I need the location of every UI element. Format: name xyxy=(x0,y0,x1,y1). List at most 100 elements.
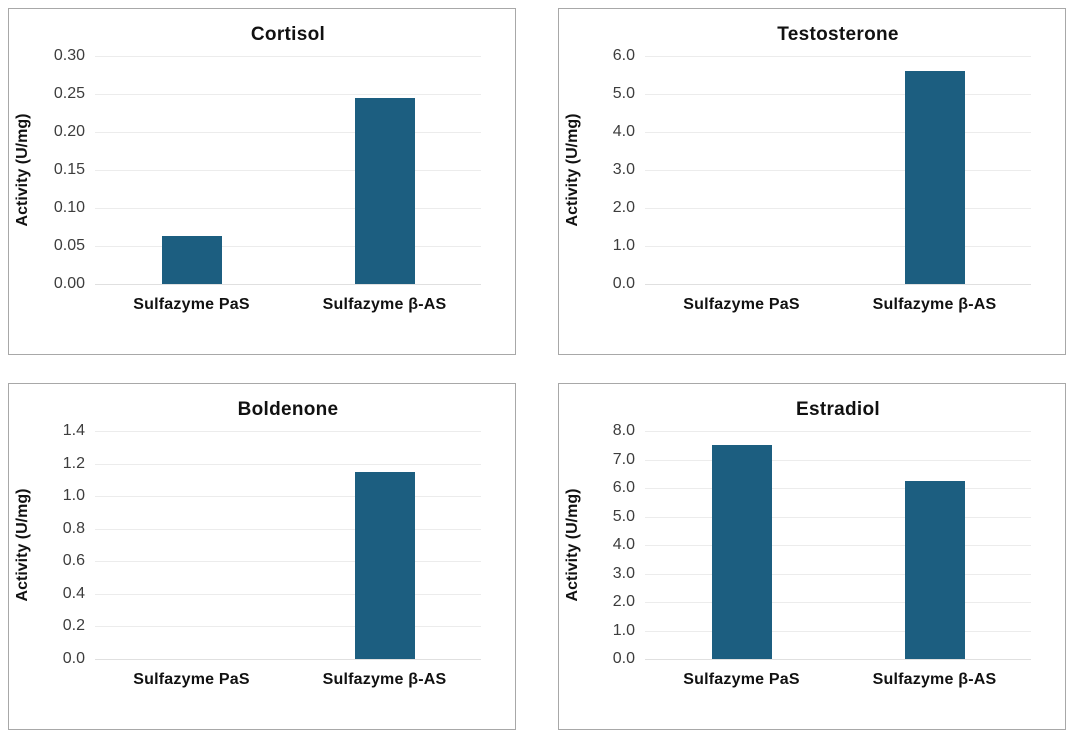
gridline xyxy=(95,528,481,530)
gridline xyxy=(95,496,481,498)
y-axis-title: Activity (U/mg) xyxy=(559,431,587,659)
y-tick-label: 7.0 xyxy=(612,450,635,468)
bar-sulfazyme-as xyxy=(904,480,965,659)
y-axis-title: Activity (U/mg) xyxy=(9,431,37,659)
y-tick-label: 0.0 xyxy=(612,650,635,667)
y-tick-label: 0.0 xyxy=(612,275,635,292)
chart-grid: Cortisol Activity (U/mg) 0.30 0.25 0.20 0.1… xyxy=(8,8,1066,730)
y-tick-label: 3.0 xyxy=(612,161,635,178)
category-label-sulfazyme-as: Sulfazyme β-AS xyxy=(872,296,997,313)
category-label-sulfazyme-pas: Sulfazyme PaS xyxy=(683,296,800,313)
chart-body: Activity (U/mg) 1.4 1.2 1.0 0.8 0.6 0.4 0.2 0.0 xyxy=(9,423,515,667)
y-axis-ticks: 6.0 5.0 4.0 3.0 2.0 1.0 0.0 xyxy=(587,48,645,292)
chart-title: Boldenone xyxy=(237,399,339,420)
gridline xyxy=(95,56,481,57)
gridline xyxy=(95,207,481,209)
x-axis-labels: Sulfazyme PaS Sulfazyme β-AS xyxy=(645,671,1031,689)
plot-area xyxy=(645,56,1031,285)
bar-sulfazyme-as xyxy=(354,471,415,659)
y-tick-label: 0.10 xyxy=(53,198,85,216)
y-tick-label: 1.2 xyxy=(62,454,85,472)
y-axis-title-text: Activity (U/mg) xyxy=(564,488,581,602)
x-axis-labels: Sulfazyme PaS Sulfazyme β-AS xyxy=(95,671,481,689)
y-tick-label: 4.0 xyxy=(612,122,635,140)
y-axis-title: Activity (U/mg) xyxy=(559,56,587,284)
y-axis-ticks: 1.4 1.2 1.0 0.8 0.6 0.4 0.2 0.0 xyxy=(37,423,95,667)
x-axis-labels: Sulfazyme PaS Sulfazyme β-AS xyxy=(645,296,1031,314)
x-axis-line xyxy=(645,659,1031,660)
plot-area xyxy=(645,431,1031,660)
chart-body: Activity (U/mg) 0.30 0.25 0.20 0.15 0.10 0.05… xyxy=(9,48,515,292)
plot-area xyxy=(95,431,481,660)
gridline xyxy=(645,488,1031,489)
gridline xyxy=(645,431,1031,432)
y-tick-label: 6.0 xyxy=(612,47,635,64)
gridline xyxy=(645,602,1031,603)
y-tick-label: 0.20 xyxy=(53,122,85,140)
bar-sulfazyme-pas xyxy=(161,236,222,284)
x-axis-line xyxy=(95,659,481,660)
gridline xyxy=(95,463,481,465)
chart-title: Cortisol xyxy=(250,24,326,45)
x-axis-line xyxy=(645,284,1031,285)
y-axis-title: Activity (U/mg) xyxy=(9,56,37,284)
gridline xyxy=(645,131,1031,133)
y-tick-label: 3.0 xyxy=(612,564,635,582)
category-label-sulfazyme-as: Sulfazyme β-AS xyxy=(322,671,447,688)
y-tick-label: 0.30 xyxy=(53,47,85,64)
gridline xyxy=(95,431,481,432)
y-tick-label: 0.4 xyxy=(62,584,85,602)
category-label-sulfazyme-as: Sulfazyme β-AS xyxy=(872,671,997,688)
y-tick-label: 0.0 xyxy=(62,650,85,667)
y-tick-label: 5.0 xyxy=(612,507,635,525)
category-label-sulfazyme-pas: Sulfazyme PaS xyxy=(683,671,800,688)
chart-panel-estradiol: Estradiol Activity (U/mg) 8.0 7.0 6.0 5.0 4.… xyxy=(558,383,1066,730)
gridline xyxy=(645,207,1031,209)
gridline xyxy=(645,573,1031,575)
chart-title: Estradiol xyxy=(796,399,880,420)
gridline xyxy=(95,170,481,171)
gridline xyxy=(95,246,481,247)
gridline xyxy=(645,459,1031,461)
gridline xyxy=(95,593,481,595)
y-tick-label: 0.00 xyxy=(53,275,85,292)
gridline xyxy=(95,131,481,133)
y-tick-label: 0.25 xyxy=(53,84,85,102)
gridline xyxy=(95,626,481,628)
y-tick-label: 4.0 xyxy=(612,536,635,553)
category-label-sulfazyme-pas: Sulfazyme PaS xyxy=(133,671,250,688)
x-axis-line xyxy=(95,284,481,285)
bar-sulfazyme-pas xyxy=(711,445,772,659)
y-tick-label: 6.0 xyxy=(612,479,635,496)
chart-body: Activity (U/mg) 6.0 5.0 4.0 3.0 2.0 1.0 0.0 xyxy=(559,48,1065,292)
y-axis-title-text: Activity (U/mg) xyxy=(14,113,31,227)
y-tick-label: 1.0 xyxy=(612,621,635,639)
y-tick-label: 0.05 xyxy=(53,237,85,254)
bar-sulfazyme-as xyxy=(354,97,415,284)
y-tick-label: 0.2 xyxy=(62,617,85,635)
gridline xyxy=(645,93,1031,95)
gridline xyxy=(645,545,1031,546)
category-label-sulfazyme-as: Sulfazyme β-AS xyxy=(322,296,447,313)
y-tick-label: 0.8 xyxy=(62,519,85,537)
y-axis-title-text: Activity (U/mg) xyxy=(14,488,31,602)
y-tick-label: 5.0 xyxy=(612,84,635,102)
y-tick-label: 1.0 xyxy=(612,237,635,254)
chart-title: Testosterone xyxy=(777,24,899,45)
y-axis-ticks: 0.30 0.25 0.20 0.15 0.10 0.05 0.00 xyxy=(37,48,95,292)
y-tick-label: 8.0 xyxy=(612,422,635,439)
gridline xyxy=(645,516,1031,518)
chart-panel-boldenone: Boldenone Activity (U/mg) 1.4 1.2 1.0 0.8 0.… xyxy=(8,383,516,730)
x-axis-labels: Sulfazyme PaS Sulfazyme β-AS xyxy=(95,296,481,314)
gridline xyxy=(95,561,481,563)
gridline xyxy=(645,630,1031,632)
gridline xyxy=(645,56,1031,57)
chart-body: Activity (U/mg) 8.0 7.0 6.0 5.0 4.0 3.0 2.0 1.0… xyxy=(559,423,1065,667)
y-tick-label: 1.4 xyxy=(62,422,85,439)
category-label-sulfazyme-pas: Sulfazyme PaS xyxy=(133,296,250,313)
chart-panel-cortisol: Cortisol Activity (U/mg) 0.30 0.25 0.20 0.1… xyxy=(8,8,516,355)
plot-area xyxy=(95,56,481,285)
gridline xyxy=(645,246,1031,247)
gridline xyxy=(95,93,481,95)
gridline xyxy=(645,170,1031,171)
